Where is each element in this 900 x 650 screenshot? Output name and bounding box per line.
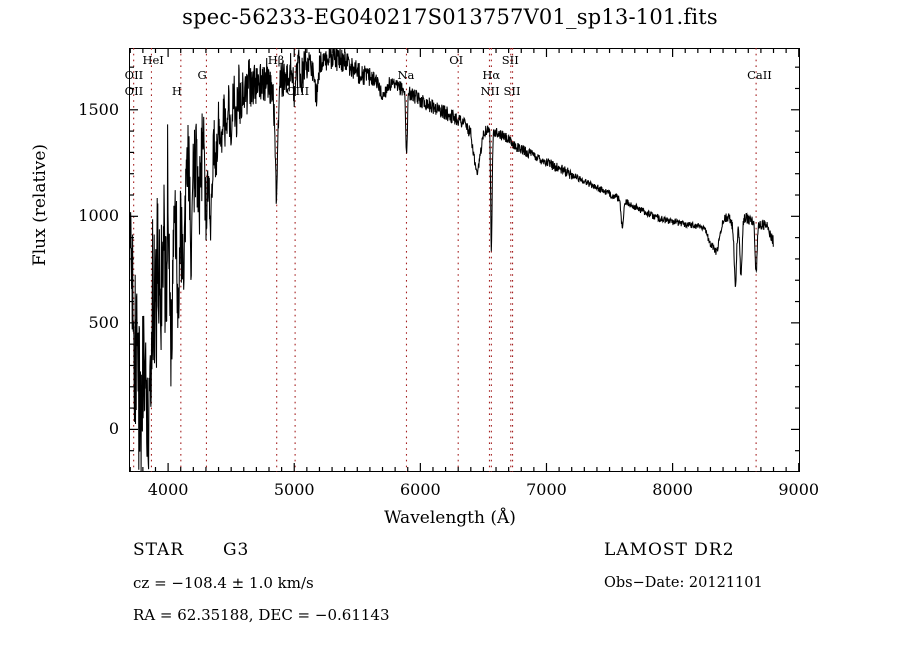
x-axis-label: Wavelength (Å) (384, 508, 516, 528)
y-tick-label: 1500 (78, 99, 119, 119)
footer-coords: RA = 62.35188, DEC = −0.61143 (133, 606, 390, 624)
x-tick-label: 4000 (147, 480, 189, 499)
y-tick-label: 1000 (78, 206, 119, 226)
x-tick-label: 8000 (652, 480, 693, 499)
y-axis-label: Flux (relative) (30, 143, 50, 267)
line-marker-sii: SII (501, 53, 519, 67)
line-marker-h: H (171, 84, 182, 98)
line-marker-g: G (197, 68, 207, 82)
footer-spectral-class: G3 (222, 540, 250, 560)
page-title: spec-56233-EG040217S013757V01_sp13-101.f… (182, 5, 718, 29)
x-tick-label: 9000 (778, 480, 820, 499)
line-marker-nii: NII (480, 84, 500, 98)
line-marker-caii: CaII (747, 68, 772, 82)
line-marker-h: Hα (482, 68, 501, 82)
y-tick-label: 500 (88, 312, 119, 332)
footer-object-type-text: STAR (133, 540, 185, 560)
footer-survey: LAMOST DR2 (604, 540, 735, 560)
y-tick-label: 0 (108, 419, 119, 439)
x-tick-label: 7000 (526, 480, 567, 499)
footer-obs-date: Obs−Date: 20121101 (604, 575, 763, 591)
line-marker-sii: SII (503, 84, 521, 98)
line-marker-oi: OI (449, 53, 464, 67)
x-tick-label: 6000 (399, 480, 441, 499)
line-marker-oii: OII (124, 84, 144, 98)
line-marker-oii: OII (124, 68, 144, 82)
x-tick-label: 5000 (273, 480, 315, 499)
footer-cz: cz = −108.4 ± 1.0 km/s (133, 574, 314, 592)
footer-object-type: STAR G3 (133, 540, 249, 560)
line-marker-na: Na (397, 68, 415, 82)
line-marker-h: Hβ (267, 53, 285, 67)
line-marker-hei: HeI (142, 53, 164, 67)
line-marker-oiii: OIII (286, 84, 310, 98)
spectrum-canvas (129, 48, 800, 472)
